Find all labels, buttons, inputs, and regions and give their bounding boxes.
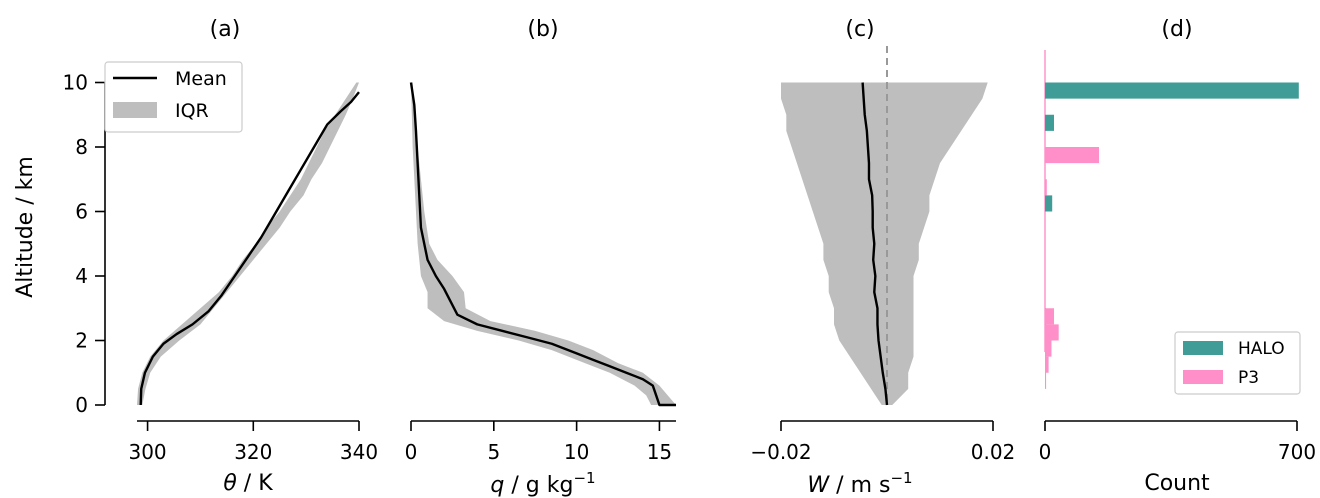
x-tick-label: 15 [647,440,672,464]
panel-title-d: (d) [1161,17,1192,42]
panel-a: 300 320 340 [128,83,378,465]
y-axis-label: Altitude / km [13,156,38,298]
bar-p3 [1045,357,1049,373]
x-tick-label: 320 [234,440,272,464]
y-tick-label: 4 [75,264,88,288]
panel-title-c: (c) [845,17,874,42]
bar-halo [1045,115,1054,131]
bar-p3 [1045,324,1059,340]
x-tick-label: 300 [128,440,166,464]
bar-p3 [1045,308,1054,324]
legend-d-p3-label: P3 [1238,368,1259,388]
legend-d-halo-swatch [1183,341,1223,355]
bar-halo [1045,83,1299,99]
legend-a: Mean IQR [105,62,242,132]
mean-line [411,83,676,406]
panel-title-a: (a) [210,17,241,42]
legend-a-iqr-label: IQR [175,100,209,122]
x-axis-label-a: θ / K [223,471,273,496]
y-tick-label: 10 [63,71,88,95]
panel-title-b: (b) [527,17,558,42]
iqr-band [781,83,988,406]
bar-p3 [1045,341,1051,357]
y-tick-label: 2 [75,329,88,353]
x-tick-label: 0 [1039,440,1052,464]
bar-halo [1045,195,1052,211]
legend-a-iqr-swatch [113,102,157,118]
legend-d: HALO P3 [1175,332,1300,394]
x-axis-label-c: W / m s−1 [807,469,912,498]
y-tick-label: 8 [75,135,88,159]
x-tick-label: 5 [487,440,500,464]
legend-a-mean-label: Mean [175,68,227,90]
legend-d-p3-swatch [1183,370,1223,384]
bar-p3 [1045,373,1046,389]
bar-p3 [1045,179,1047,195]
panel-d: 0 700 [1039,50,1316,464]
panel-b: 0 5 10 15 [405,83,676,465]
x-tick-label: −0.02 [750,440,811,464]
iqr-band [411,83,676,406]
x-axis-label-b: q / g kg−1 [490,469,595,498]
x-tick-label: 10 [564,440,589,464]
y-tick-label: 0 [75,393,88,417]
x-tick-label: 0.02 [971,440,1016,464]
y-axis-ticks: 0 2 4 6 8 10 [63,71,105,418]
x-axis-label-d: Count [1144,471,1210,496]
panel-c: −0.02 0.02 [750,46,1015,464]
legend-d-halo-label: HALO [1238,339,1285,359]
x-tick-label: 0 [405,440,418,464]
bar-p3 [1045,147,1099,163]
y-tick-label: 6 [75,200,88,224]
x-tick-label: 700 [1278,440,1316,464]
x-tick-label: 340 [340,440,378,464]
